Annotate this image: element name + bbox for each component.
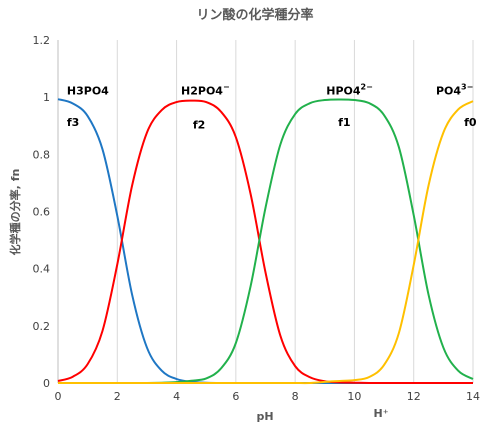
annotation-label: f2: [193, 119, 205, 132]
annotation-label: H2PO4−: [181, 82, 230, 97]
chart-title: リン酸の化学種分率: [196, 7, 313, 23]
x-tick-label: 12: [407, 390, 421, 403]
x-tick-labels: 0 2 4 6 8 10 12 14: [55, 390, 481, 403]
annotation-label: H3PO4: [67, 84, 109, 97]
y-tick-label: 1.2: [33, 34, 51, 47]
annotation-label: HPO42−: [326, 82, 373, 97]
x-tick-label: 2: [114, 390, 121, 403]
x-tick-label: 10: [347, 390, 361, 403]
series-line-f2: [57, 99, 473, 385]
y-tick-label: 1: [43, 91, 50, 104]
y-tick-label: 0.8: [33, 148, 51, 161]
series-lines: [57, 98, 474, 385]
annotation-label: f0: [464, 116, 477, 129]
y-axis-label: 化学種の分率, fn: [8, 169, 22, 256]
x-tick-label: 0: [55, 390, 62, 403]
x-tick-label: 4: [173, 390, 180, 403]
y-tick-label: 0.2: [33, 320, 51, 333]
annotations: H3PO4 f3 H2PO4− f2 HPO42− f1 PO43− f0: [67, 82, 477, 131]
series-line-f0: [58, 100, 474, 385]
series-line-f1: [58, 98, 474, 385]
y-tick-label: 0.6: [33, 206, 51, 219]
x-tick-label: 14: [466, 390, 480, 403]
series-line-f3: [57, 98, 473, 385]
annotation-label: f1: [338, 116, 350, 129]
grid: [116, 40, 474, 383]
y-tick-label: 0: [43, 377, 50, 390]
annotation-label: PO43−: [436, 82, 473, 97]
extra-axis-label: H⁺: [373, 407, 388, 420]
y-tick-label: 0.4: [33, 263, 51, 276]
x-tick-label: 6: [232, 390, 239, 403]
x-axis-label: pH: [256, 410, 273, 423]
y-tick-labels: 0 0.2 0.4 0.6 0.8 1 1.2: [33, 34, 51, 390]
annotation-label: f3: [67, 116, 79, 129]
x-tick-label: 8: [292, 390, 299, 403]
